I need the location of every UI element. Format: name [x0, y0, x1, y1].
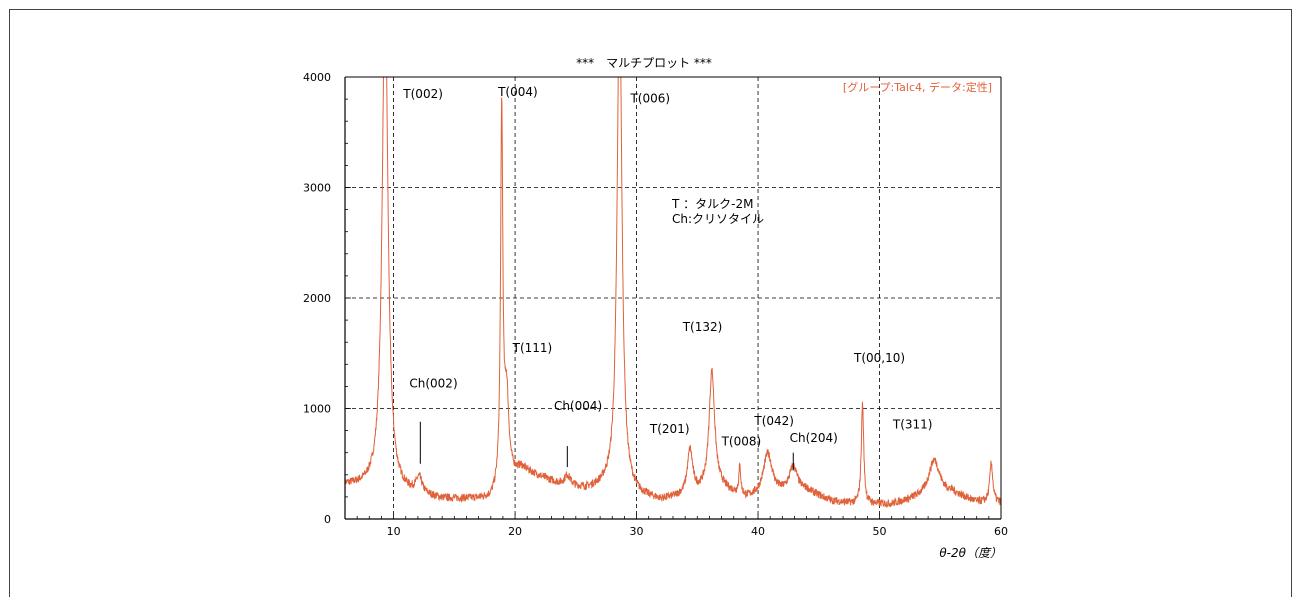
peak-annotation: T(132)	[682, 320, 723, 334]
peak-annotation: T(042)	[753, 414, 794, 428]
peak-annotation: T(008)	[721, 435, 762, 449]
chart-title: *** マルチプロット ***	[576, 56, 712, 70]
x-tick-label: 60	[994, 525, 1008, 538]
y-tick-label: 1000	[303, 403, 331, 416]
x-tick-label: 30	[630, 525, 644, 538]
peak-annotation: T(006)	[629, 91, 670, 105]
peak-annotation: Ch(204)	[790, 431, 838, 445]
data-series	[345, 77, 1001, 509]
peak-annotation: T(111)	[512, 341, 553, 355]
x-tick-label: 20	[508, 525, 522, 538]
y-tick-label: 2000	[303, 292, 331, 305]
peak-annotation: T(201)	[649, 422, 690, 436]
legend-line-2: Ch:クリソタイル	[672, 212, 764, 226]
legend-line-1: T ：タルク-2M	[671, 197, 753, 211]
axes	[344, 76, 1002, 520]
peak-annotation: Ch(002)	[409, 377, 457, 391]
x-tick-label: 50	[873, 525, 887, 538]
chart-text: *** マルチプロット *** [グループ:Talc4, データ:定性] θ-2…	[303, 56, 1008, 560]
y-tick-label: 4000	[303, 71, 331, 84]
y-tick-label: 0	[324, 513, 331, 526]
grid-lines	[345, 77, 1001, 519]
x-axis-label: θ-2θ（度）	[939, 546, 1002, 560]
group-data-label: [グループ:Talc4, データ:定性]	[843, 80, 992, 94]
peak-annotation: T(002)	[402, 87, 443, 101]
pattern-line	[345, 77, 1001, 509]
peak-annotation: T(004)	[497, 85, 538, 99]
x-tick-label: 10	[387, 525, 401, 538]
peak-annotation: T(00,10)	[853, 351, 905, 365]
peak-annotation: T(311)	[892, 417, 933, 431]
x-tick-label: 40	[751, 525, 765, 538]
peak-annotation: Ch(004)	[554, 399, 602, 413]
chart-frame	[9, 9, 1292, 597]
y-tick-label: 3000	[303, 182, 331, 195]
